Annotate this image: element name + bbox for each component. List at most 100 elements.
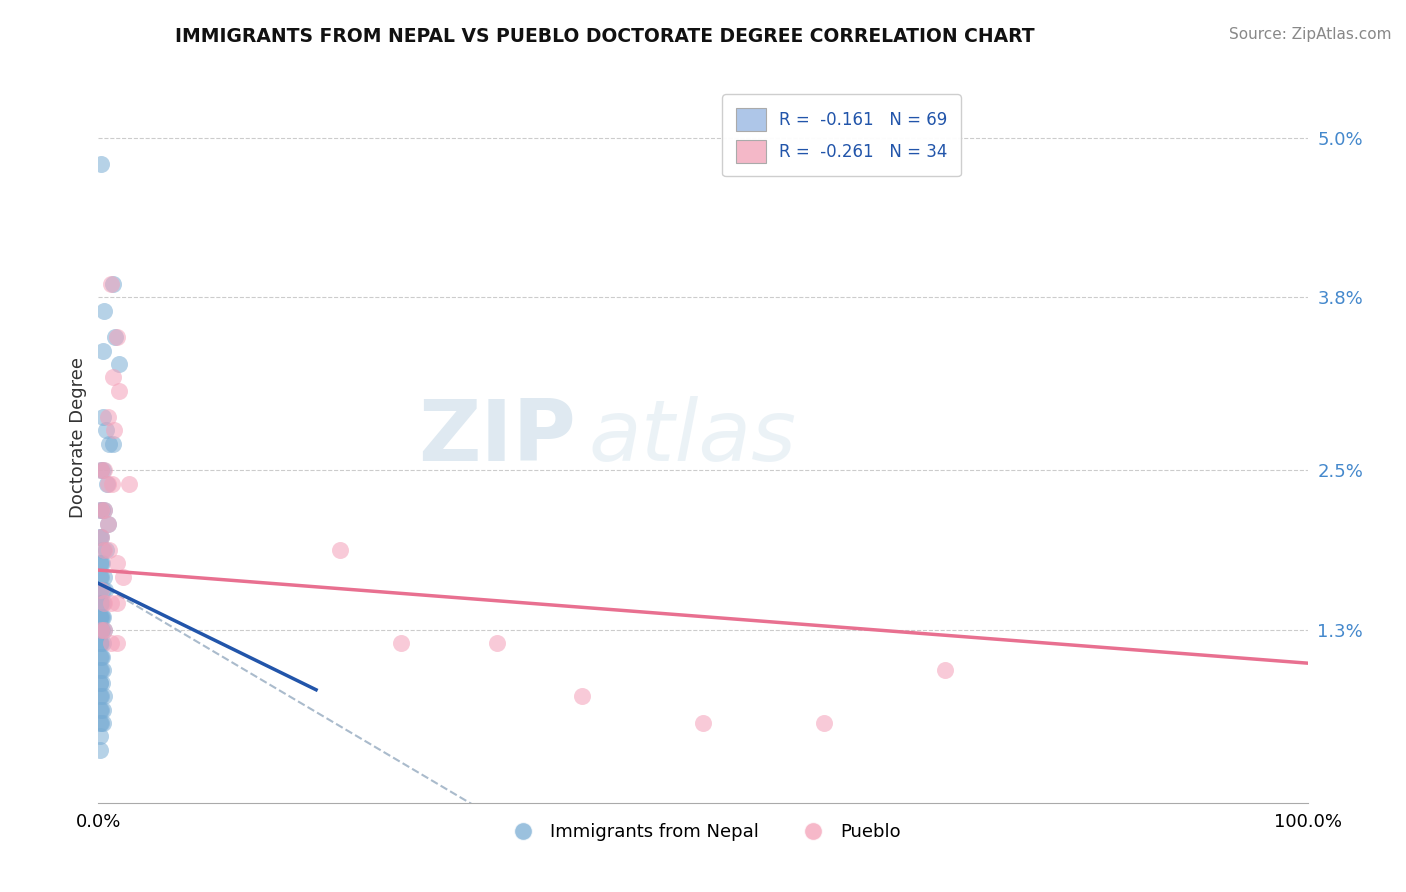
Point — [89, 636, 111, 650]
Point — [90, 663, 112, 677]
Point — [90, 557, 112, 571]
Point — [105, 330, 128, 344]
Point — [90, 503, 112, 517]
Point — [91, 343, 114, 358]
Point — [93, 623, 115, 637]
Point — [89, 716, 111, 731]
Text: Source: ZipAtlas.com: Source: ZipAtlas.com — [1229, 27, 1392, 42]
Point — [89, 690, 111, 704]
Point — [97, 410, 120, 425]
Point — [90, 636, 112, 650]
Point — [103, 424, 125, 438]
Point — [91, 596, 114, 610]
Point — [108, 357, 131, 371]
Point — [96, 476, 118, 491]
Point — [89, 649, 111, 664]
Point — [90, 609, 112, 624]
Point — [97, 516, 120, 531]
Point — [91, 503, 114, 517]
Point — [90, 596, 112, 610]
Text: ZIP: ZIP — [419, 395, 576, 479]
Point — [105, 596, 128, 610]
Point — [91, 623, 114, 637]
Point — [97, 516, 120, 531]
Point — [91, 716, 114, 731]
Point — [91, 543, 114, 558]
Point — [91, 676, 114, 690]
Point — [93, 690, 115, 704]
Point — [90, 582, 112, 597]
Point — [93, 543, 115, 558]
Point — [91, 663, 114, 677]
Point — [329, 543, 352, 558]
Point — [90, 649, 112, 664]
Point — [100, 277, 122, 292]
Point — [90, 623, 112, 637]
Point — [89, 609, 111, 624]
Point — [91, 636, 114, 650]
Point — [91, 557, 114, 571]
Point — [90, 570, 112, 584]
Point — [90, 596, 112, 610]
Point — [90, 623, 112, 637]
Point — [90, 463, 112, 477]
Point — [813, 716, 835, 731]
Point — [101, 370, 124, 384]
Point — [89, 623, 111, 637]
Point — [89, 742, 111, 756]
Legend: Immigrants from Nepal, Pueblo: Immigrants from Nepal, Pueblo — [498, 816, 908, 848]
Point — [91, 609, 114, 624]
Point — [91, 649, 114, 664]
Point — [934, 663, 956, 677]
Point — [89, 503, 111, 517]
Point — [101, 436, 124, 450]
Point — [389, 636, 412, 650]
Point — [93, 503, 115, 517]
Point — [90, 690, 112, 704]
Text: atlas: atlas — [588, 395, 796, 479]
Point — [90, 530, 112, 544]
Point — [89, 729, 111, 743]
Point — [100, 596, 122, 610]
Point — [93, 303, 115, 318]
Point — [692, 716, 714, 731]
Point — [89, 530, 111, 544]
Point — [89, 570, 111, 584]
Point — [91, 582, 114, 597]
Point — [90, 716, 112, 731]
Point — [98, 436, 121, 450]
Text: IMMIGRANTS FROM NEPAL VS PUEBLO DOCTORATE DEGREE CORRELATION CHART: IMMIGRANTS FROM NEPAL VS PUEBLO DOCTORAT… — [174, 27, 1035, 45]
Point — [91, 410, 114, 425]
Point — [90, 623, 112, 637]
Point — [111, 570, 134, 584]
Point — [105, 557, 128, 571]
Point — [89, 557, 111, 571]
Point — [108, 384, 131, 398]
Point — [91, 703, 114, 717]
Point — [94, 543, 117, 558]
Point — [486, 636, 509, 650]
Point — [94, 582, 117, 597]
Point — [101, 277, 124, 292]
Point — [89, 676, 111, 690]
Point — [89, 663, 111, 677]
Point — [89, 623, 111, 637]
Point — [93, 570, 115, 584]
Point — [89, 609, 111, 624]
Point — [100, 476, 122, 491]
Point — [89, 636, 111, 650]
Point — [93, 503, 115, 517]
Point — [571, 690, 593, 704]
Point — [105, 636, 128, 650]
Point — [93, 623, 115, 637]
Y-axis label: Doctorate Degree: Doctorate Degree — [69, 357, 87, 517]
Point — [89, 596, 111, 610]
Point — [104, 330, 127, 344]
Point — [91, 463, 114, 477]
Point — [89, 582, 111, 597]
Point — [93, 463, 115, 477]
Point — [118, 476, 141, 491]
Point — [93, 596, 115, 610]
Point — [89, 676, 111, 690]
Point — [98, 543, 121, 558]
